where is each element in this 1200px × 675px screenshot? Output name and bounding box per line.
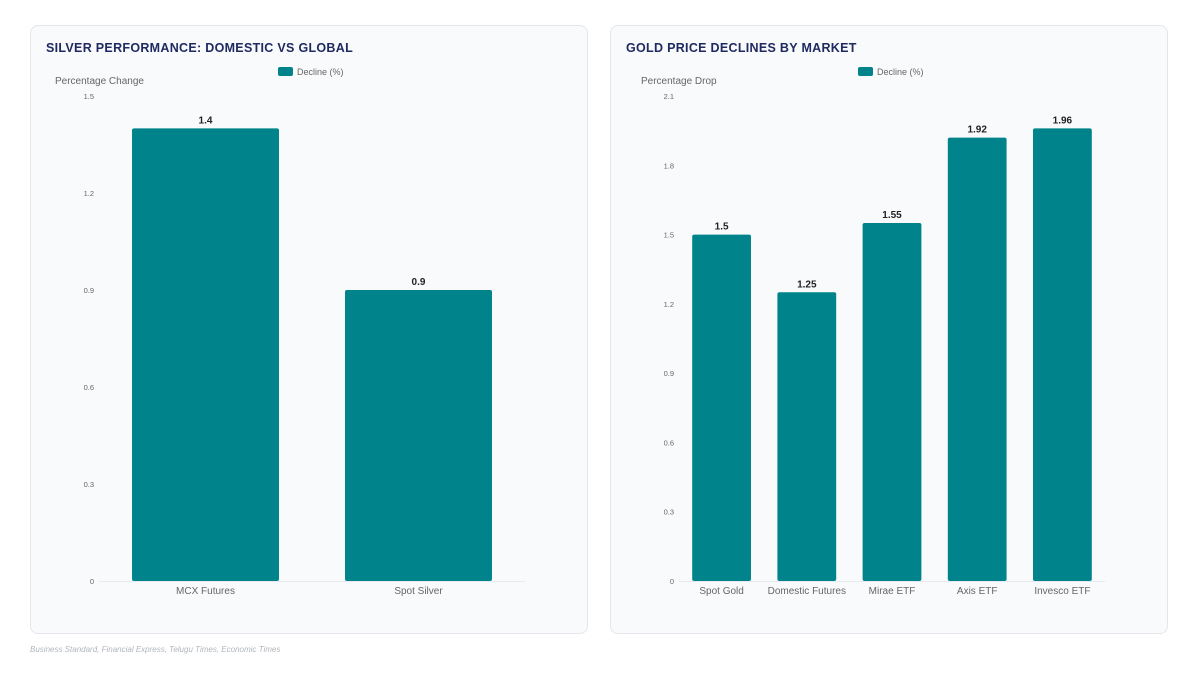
legend-swatch bbox=[278, 67, 293, 76]
y-axis-title: Percentage Drop bbox=[641, 76, 717, 87]
y-tick-label: 0 bbox=[90, 577, 94, 586]
y-tick-label: 0.6 bbox=[84, 383, 94, 392]
silver-chart-panel: SILVER PERFORMANCE: DOMESTIC VS GLOBAL P… bbox=[30, 25, 588, 634]
bar-value-label: 1.92 bbox=[967, 125, 987, 136]
silver-chart-title: SILVER PERFORMANCE: DOMESTIC VS GLOBAL bbox=[46, 41, 354, 55]
gold-chart-title: GOLD PRICE DECLINES BY MARKET bbox=[626, 41, 857, 55]
x-category-label: Domestic Futures bbox=[768, 586, 846, 597]
y-tick-label: 1.2 bbox=[664, 300, 674, 309]
bar bbox=[345, 290, 492, 581]
y-tick-label: 0.9 bbox=[664, 369, 674, 378]
bar bbox=[947, 137, 1007, 582]
y-tick-label: 0.6 bbox=[664, 438, 674, 447]
x-category-label: Invesco ETF bbox=[1034, 586, 1090, 597]
legend-label: Decline (%) bbox=[297, 67, 344, 77]
bar-value-label: 1.96 bbox=[1053, 115, 1073, 126]
y-tick-label: 0.3 bbox=[664, 508, 674, 517]
bar-value-label: 1.25 bbox=[797, 279, 817, 290]
x-category-label: Spot Gold bbox=[699, 586, 743, 597]
y-tick-label: 0.9 bbox=[84, 286, 94, 295]
y-tick-label: 2.1 bbox=[664, 92, 674, 101]
y-axis-title: Percentage Change bbox=[55, 76, 144, 87]
legend-label: Decline (%) bbox=[877, 67, 924, 77]
y-tick-label: 0 bbox=[670, 577, 674, 586]
source-note: Business Standard, Financial Express, Te… bbox=[30, 645, 281, 654]
x-category-label: Spot Silver bbox=[394, 586, 443, 597]
bar bbox=[132, 128, 279, 581]
bar-value-label: 1.4 bbox=[199, 115, 213, 126]
bar bbox=[1033, 128, 1092, 581]
bar bbox=[862, 223, 922, 581]
x-category-label: MCX Futures bbox=[176, 586, 235, 597]
x-category-label: Axis ETF bbox=[957, 586, 998, 597]
bar-value-label: 1.5 bbox=[715, 222, 729, 233]
y-tick-label: 1.8 bbox=[664, 161, 674, 170]
bar-value-label: 0.9 bbox=[412, 277, 426, 288]
gold-chart-panel: GOLD PRICE DECLINES BY MARKET Percentage… bbox=[610, 25, 1168, 634]
legend-swatch bbox=[858, 67, 873, 76]
silver-bar-chart: Percentage Change Decline (%) 0 0.3 0.6 0.9 1.… bbox=[55, 67, 525, 597]
y-tick-label: 0.3 bbox=[84, 480, 94, 489]
y-tick-label: 1.5 bbox=[664, 231, 674, 240]
bar-value-label: 1.55 bbox=[882, 210, 902, 221]
bar bbox=[777, 292, 837, 581]
bar bbox=[692, 234, 751, 582]
gold-bar-chart: Percentage Drop Decline (%) 0 0.3 0.6 0.9 1.2 1… bbox=[641, 67, 1105, 597]
y-tick-label: 1.5 bbox=[84, 92, 94, 101]
x-category-label: Mirae ETF bbox=[869, 586, 916, 597]
y-tick-label: 1.2 bbox=[84, 189, 94, 198]
